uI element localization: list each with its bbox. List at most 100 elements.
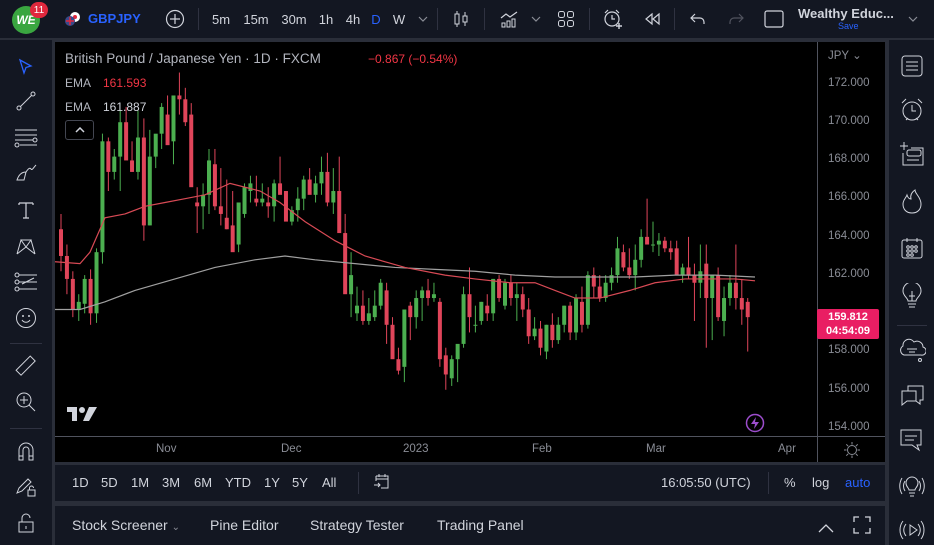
percent-scale-toggle[interactable]: %: [784, 475, 796, 490]
redo-button[interactable]: [724, 0, 748, 38]
maximize-panel-button[interactable]: [853, 516, 871, 537]
price-tick: 166.000: [828, 191, 870, 203]
symbol-search-button[interactable]: GBPJPY: [88, 11, 141, 26]
symbol-legend-title[interactable]: British Pound / Japanese Yen · 1D · FXCM: [65, 51, 321, 66]
tab-stock-screener[interactable]: Stock Screener ⌄: [72, 517, 180, 533]
data-window-button[interactable]: [898, 140, 926, 168]
candlestick-chart[interactable]: [55, 42, 817, 436]
expand-panel-button[interactable]: [818, 520, 834, 536]
fullscreen-button[interactable]: [762, 0, 786, 38]
tab-trading-panel[interactable]: Trading Panel: [437, 517, 524, 533]
calendar-goto-icon: [374, 474, 389, 489]
layout-name[interactable]: Wealthy Educ...: [798, 6, 894, 21]
divider: [10, 343, 42, 344]
ema-slow-label[interactable]: EMA: [65, 100, 92, 114]
streams-button[interactable]: [898, 472, 926, 500]
log-scale-toggle[interactable]: log: [812, 475, 830, 490]
interval-w[interactable]: W: [392, 11, 406, 27]
price-tick: 158.000: [828, 344, 870, 356]
range-1m[interactable]: 1M: [131, 475, 150, 490]
indicators-button[interactable]: [496, 0, 522, 38]
layout-dropdown[interactable]: [905, 0, 921, 38]
price-axis[interactable]: JPY ⌄ 172.000 170.000 168.000 166.000 16…: [817, 42, 885, 437]
range-1d[interactable]: 1D: [72, 475, 89, 490]
interval-15m[interactable]: 15m: [243, 11, 269, 27]
tradingview-logo-icon: [67, 407, 97, 421]
layouts-icon: [558, 11, 574, 27]
range-ytd[interactable]: YTD: [225, 475, 251, 490]
collapse-legend-button[interactable]: [65, 120, 94, 140]
range-3m[interactable]: 3M: [162, 475, 181, 490]
icons-tool[interactable]: [13, 305, 39, 331]
range-5y[interactable]: 5Y: [292, 475, 308, 490]
divider: [358, 472, 359, 494]
hotlists-button[interactable]: [898, 188, 926, 216]
time-axis[interactable]: Nov Dec 2023 Feb Mar Apr: [55, 436, 817, 462]
chevron-down-icon: ⌄: [171, 522, 180, 533]
lock-all-tool[interactable]: [13, 510, 39, 536]
chats-button[interactable]: [898, 336, 926, 364]
currency-selector[interactable]: JPY ⌄: [828, 50, 862, 62]
cursor-icon: [18, 58, 33, 76]
patterns-tool[interactable]: [13, 233, 39, 259]
interval-5m[interactable]: 5m: [211, 11, 231, 27]
undo-button[interactable]: [686, 0, 710, 38]
create-alert-button[interactable]: [600, 0, 626, 38]
videos-button[interactable]: [898, 516, 926, 544]
interval-d[interactable]: D: [371, 11, 381, 27]
alerts-button[interactable]: [898, 96, 926, 124]
bar-countdown: 04:54:09: [825, 325, 871, 337]
chart-type-button[interactable]: [448, 0, 474, 38]
ideas-button[interactable]: [898, 282, 926, 310]
broadcast-bulb-icon: [899, 476, 925, 497]
auto-scale-toggle[interactable]: auto: [845, 475, 871, 490]
brush-tool[interactable]: [13, 160, 39, 186]
gbp-jpy-flag-icon: [65, 12, 80, 26]
public-chats-button[interactable]: [898, 382, 926, 410]
layouts-button[interactable]: [553, 0, 579, 38]
text-tool[interactable]: [13, 197, 39, 223]
clock-timezone[interactable]: 16:05:50 (UTC): [661, 475, 751, 490]
trend-line-icon: [16, 91, 36, 111]
time-tick: Mar: [646, 443, 666, 455]
lock-drawings-tool[interactable]: [13, 473, 39, 499]
message-icon: [900, 429, 922, 452]
go-to-date-button[interactable]: [373, 473, 391, 494]
save-button[interactable]: Save: [838, 21, 859, 31]
ema-fast-label[interactable]: EMA: [65, 76, 92, 90]
current-price-label: 159.812 04:54:09: [817, 309, 879, 339]
magnet-tool[interactable]: [13, 438, 39, 464]
horizontal-lines-tool[interactable]: [13, 124, 39, 150]
chart-pane[interactable]: [55, 42, 885, 462]
range-1y[interactable]: 1Y: [264, 475, 280, 490]
range-6m[interactable]: 6M: [194, 475, 213, 490]
chart-settings-button[interactable]: [817, 436, 885, 462]
divider: [437, 8, 438, 30]
zoom-in-icon: [16, 392, 36, 412]
interval-4h[interactable]: 4h: [345, 11, 361, 27]
watchlist-button[interactable]: [898, 52, 926, 80]
interval-1h[interactable]: 1h: [318, 11, 334, 27]
thought-bubble-icon: [900, 338, 926, 362]
time-tick: Nov: [156, 443, 177, 455]
tab-strategy-tester[interactable]: Strategy Tester: [310, 517, 404, 533]
messages-button[interactable]: [898, 426, 926, 454]
add-list-icon: [900, 142, 924, 166]
trend-line-tool[interactable]: [13, 88, 39, 114]
range-all[interactable]: All: [322, 475, 337, 490]
replay-button[interactable]: [640, 0, 664, 38]
zoom-in-tool[interactable]: [13, 389, 39, 415]
range-5d[interactable]: 5D: [101, 475, 118, 490]
calendar-button[interactable]: [898, 234, 926, 262]
cursor-tool[interactable]: [13, 54, 39, 80]
compare-symbol-button[interactable]: [163, 0, 187, 38]
measure-tool[interactable]: [13, 353, 39, 379]
indicators-dropdown[interactable]: [528, 0, 544, 38]
tab-pine-editor[interactable]: Pine Editor: [210, 517, 279, 533]
chat-bubbles-icon: [901, 385, 924, 407]
interval-30m[interactable]: 30m: [281, 11, 307, 27]
forecasting-tool[interactable]: [13, 269, 39, 295]
lightning-icon[interactable]: [745, 413, 765, 433]
add-symbol-icon: [165, 9, 185, 29]
interval-dropdown[interactable]: [415, 0, 431, 38]
